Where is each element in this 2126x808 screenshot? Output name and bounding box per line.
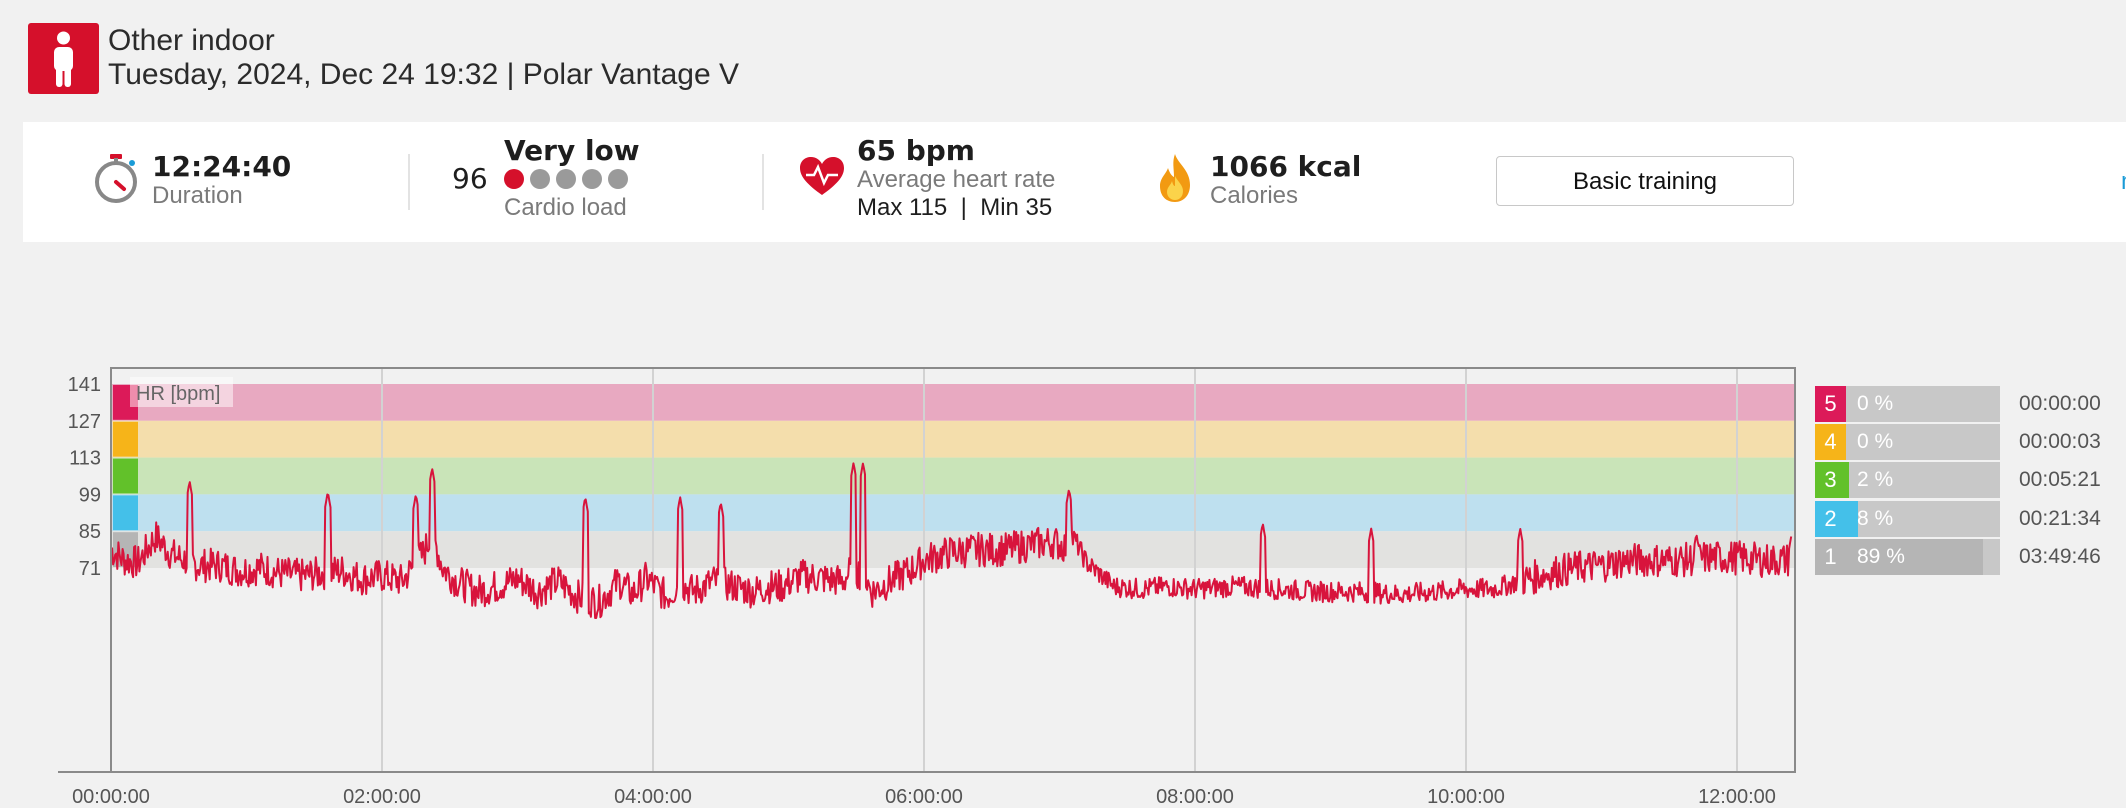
stopwatch-icon	[95, 154, 137, 203]
flame-icon	[1160, 154, 1190, 202]
session-date-device: Tuesday, 2024, Dec 24 19:32 | Polar Vant…	[108, 58, 739, 91]
zone-bar-track	[1846, 424, 2000, 460]
zone-row-2: 2 8 %	[1815, 501, 2000, 537]
zone-bar-track	[1846, 386, 2000, 422]
zone-number: 5	[1815, 386, 1846, 422]
calories-label: Calories	[1210, 182, 1299, 209]
hr-series-line	[110, 462, 1793, 619]
heart-rate-chart: 71 85 99 113 127 141 00:00:00 02:00:00 04:00:00…	[58, 367, 1796, 808]
heart-icon	[800, 157, 844, 195]
hr-min-value: 35	[1025, 194, 1053, 221]
zone-percent: 8 %	[1857, 507, 1894, 530]
cardio-load-level: Very low	[504, 134, 640, 167]
x-tick-label: 00:00:00	[72, 786, 150, 808]
cardio-load-dot	[582, 169, 602, 189]
zone-time: 00:21:34	[2019, 507, 2101, 530]
hr-max-min: Max 115 | Min 35	[857, 194, 1052, 222]
x-tick-label: 02:00:00	[343, 786, 421, 808]
zone-number: 4	[1815, 424, 1846, 460]
zone-tag-4	[113, 421, 138, 457]
sport-icon-person	[28, 23, 99, 94]
more-link[interactable]: m	[2121, 168, 2126, 196]
summary-panel: 12:24:40 Duration 96 Very low Cardio loa…	[23, 122, 2126, 242]
zone-bar-track	[1846, 501, 2000, 537]
zone-bar-track	[1846, 462, 2000, 498]
cardio-load-dot	[608, 169, 628, 189]
zone-row-4: 4 0 %	[1815, 424, 2000, 460]
cardio-load-label: Cardio load	[504, 194, 627, 221]
y-tick-label: 127	[68, 411, 101, 433]
hr-max-value: 115	[909, 194, 948, 221]
zone-time: 00:00:03	[2019, 430, 2101, 453]
hr-separator: |	[960, 194, 967, 221]
hr-max-label: Max	[857, 194, 903, 221]
sport-title: Other indoor	[108, 24, 275, 57]
y-tick-label: 71	[79, 558, 101, 580]
y-tick-label: 113	[69, 448, 101, 470]
zone-bar-track	[1846, 539, 2000, 575]
legend-label-hr: HR [bpm]	[136, 383, 220, 405]
zone-bar-fill	[1846, 462, 1850, 498]
training-benefit-button[interactable]: Basic training	[1496, 156, 1794, 206]
hr-min-label: Min	[980, 194, 1019, 221]
zone-band-3	[111, 457, 1795, 495]
zone-time: 00:05:21	[2019, 468, 2101, 491]
hr-average-value: 65 bpm	[857, 134, 975, 167]
cardio-load-dot	[556, 169, 576, 189]
legend-box	[130, 377, 233, 407]
zone-tag-2	[113, 495, 138, 531]
divider	[762, 154, 764, 210]
duration-label: Duration	[152, 182, 243, 209]
zone-number: 3	[1815, 462, 1846, 498]
divider	[408, 154, 410, 210]
cardio-load-value: 96	[452, 162, 488, 195]
zone-number: 1	[1815, 539, 1846, 575]
zone-row-3: 3 2 %	[1815, 462, 2000, 498]
zone-number: 2	[1815, 501, 1846, 537]
x-tick-label: 04:00:00	[614, 786, 692, 808]
zone-percent: 89 %	[1857, 545, 1905, 568]
person-standing-icon	[54, 31, 73, 87]
zone-tag-3	[113, 458, 138, 494]
zone-time: 03:49:46	[2019, 545, 2101, 568]
zone-time: 00:00:00	[2019, 392, 2101, 415]
hr-average-label: Average heart rate	[857, 166, 1056, 193]
zone-percent: 0 %	[1857, 392, 1894, 415]
x-tick-label: 10:00:00	[1427, 786, 1505, 808]
zone-row-1: 1 89 %	[1815, 539, 2000, 575]
x-tick-label: 08:00:00	[1156, 786, 1234, 808]
y-tick-label: 85	[79, 521, 101, 543]
zone-bar-fill	[1846, 501, 1859, 537]
zone-percent: 2 %	[1857, 468, 1894, 491]
x-tick-label: 06:00:00	[885, 786, 963, 808]
zone-band-4	[111, 420, 1795, 458]
zone-percent: 0 %	[1857, 430, 1894, 453]
zone-bar-fill	[1846, 539, 1984, 575]
y-tick-label: 99	[79, 484, 101, 506]
cardio-load-dot	[530, 169, 550, 189]
zone-band-2	[111, 494, 1795, 532]
calories-value: 1066 kcal	[1210, 150, 1362, 183]
zone-band-5	[111, 384, 1795, 421]
x-tick-label: 12:00:00	[1698, 786, 1776, 808]
zone-row-5: 5 0 %	[1815, 386, 2000, 422]
duration-value: 12:24:40	[152, 150, 292, 183]
y-tick-label: 141	[68, 374, 101, 396]
cardio-load-dot	[504, 169, 524, 189]
